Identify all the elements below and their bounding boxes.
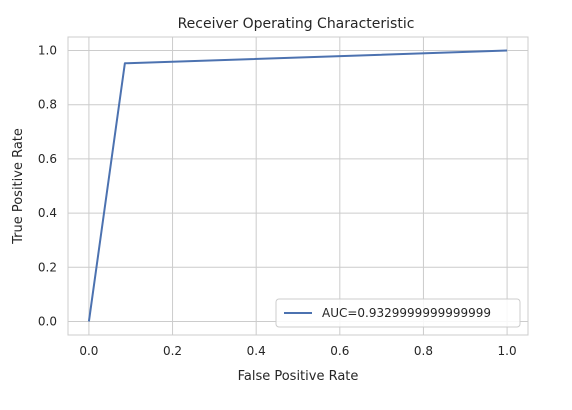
x-tick-label: 0.2 xyxy=(163,344,182,358)
x-tick-label: 0.4 xyxy=(247,344,266,358)
x-tick-label: 0.6 xyxy=(330,344,349,358)
y-tick-label: 0.8 xyxy=(38,98,57,112)
y-axis-ticks: 0.0 0.2 0.4 0.6 0.8 1.0 xyxy=(38,44,57,329)
plot-area xyxy=(67,36,529,336)
roc-curve-line xyxy=(87,49,508,322)
legend-box xyxy=(275,298,521,328)
x-axis-ticks: 0.0 0.2 0.4 0.6 0.8 1.0 xyxy=(79,344,516,358)
x-tick-label: 0.8 xyxy=(414,344,433,358)
y-tick-label: 0.0 xyxy=(38,314,57,328)
x-axis-label: False Positive Rate xyxy=(238,369,359,384)
y-tick-label: 0.2 xyxy=(38,260,57,274)
y-tick-label: 0.4 xyxy=(38,206,57,220)
series-group xyxy=(87,49,508,322)
x-tick-label: 1.0 xyxy=(498,344,517,358)
y-tick-label: 0.6 xyxy=(38,152,57,166)
y-tick-label: 1.0 xyxy=(38,44,57,58)
legend: AUC=0.9329999999999999 xyxy=(275,298,521,328)
chart-title: Receiver Operating Characteristic xyxy=(178,16,415,32)
legend-label: AUC=0.9329999999999999 xyxy=(322,306,491,320)
y-axis-label: True Positive Rate xyxy=(11,128,26,245)
x-tick-label: 0.0 xyxy=(79,344,98,358)
grid-lines xyxy=(68,37,528,335)
